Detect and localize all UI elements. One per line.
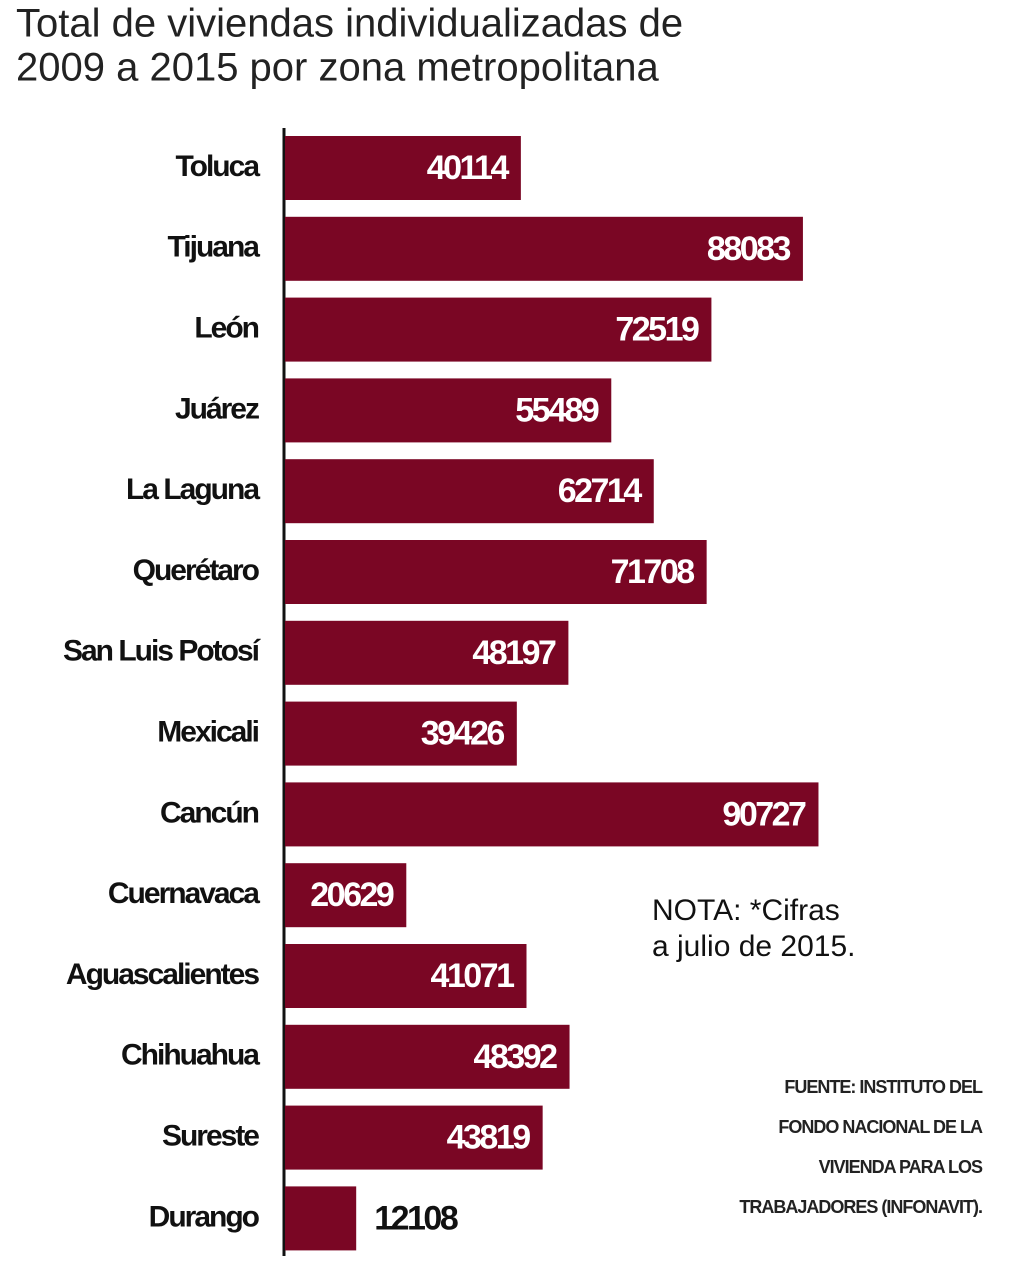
chart-title: 2009 a 2015 por zona metropolitana (16, 46, 659, 90)
value-label: 40114 (427, 149, 510, 187)
source: TRABAJADORES (INFONAVIT). (739, 1197, 982, 1217)
source: VIVIENDA PARA LOS (819, 1157, 983, 1177)
note: NOTA: *Cifras (652, 894, 840, 927)
value-label: 48392 (473, 1038, 557, 1076)
bar (285, 782, 819, 847)
chart-title: Total de viviendas individualizadas de (16, 2, 683, 46)
category-label: Juárez (175, 392, 259, 425)
category-label: Durango (149, 1200, 260, 1233)
bar (285, 216, 803, 281)
value-label: 43819 (447, 1119, 531, 1157)
value-label: 41071 (430, 957, 514, 995)
source: FONDO NACIONAL DE LA (778, 1117, 983, 1137)
value-label: 90727 (722, 795, 806, 833)
category-label: Cancún (160, 796, 259, 829)
value-label: 71708 (611, 553, 695, 591)
value-label: 72519 (615, 311, 699, 349)
category-label: Chihuahua (121, 1039, 260, 1072)
source: FUENTE: INSTITUTO DEL (784, 1077, 983, 1097)
bar (285, 944, 527, 1008)
category-label: Querétaro (133, 554, 260, 587)
category-label: Sureste (162, 1120, 259, 1153)
note: a julio de 2015. (652, 930, 856, 963)
bar (285, 540, 707, 604)
bar (285, 136, 521, 200)
bar (285, 297, 712, 362)
value-label: 20629 (310, 876, 394, 914)
value-label: 48197 (472, 634, 556, 672)
bar (285, 459, 654, 524)
value-label: 39426 (421, 715, 505, 753)
bar (285, 701, 517, 766)
category-label: Aguascalientes (66, 958, 259, 991)
category-label: San Luis Potosí (63, 635, 262, 668)
bar (285, 863, 407, 928)
category-label: La Laguna (126, 473, 260, 506)
category-label: Cuernavaca (108, 877, 260, 910)
value-label: 55489 (515, 391, 599, 429)
category-label: León (194, 312, 258, 345)
bar (285, 620, 569, 685)
value-label: 12108 (374, 1199, 458, 1237)
value-label: 88083 (707, 230, 791, 268)
value-label: 62714 (558, 472, 643, 510)
bar (285, 1186, 357, 1251)
category-label: Toluca (176, 150, 261, 183)
bar (285, 1024, 570, 1089)
category-label: Tijuana (168, 231, 261, 264)
bar (285, 378, 612, 443)
category-label: Mexicali (157, 716, 258, 749)
bar (285, 1105, 543, 1170)
